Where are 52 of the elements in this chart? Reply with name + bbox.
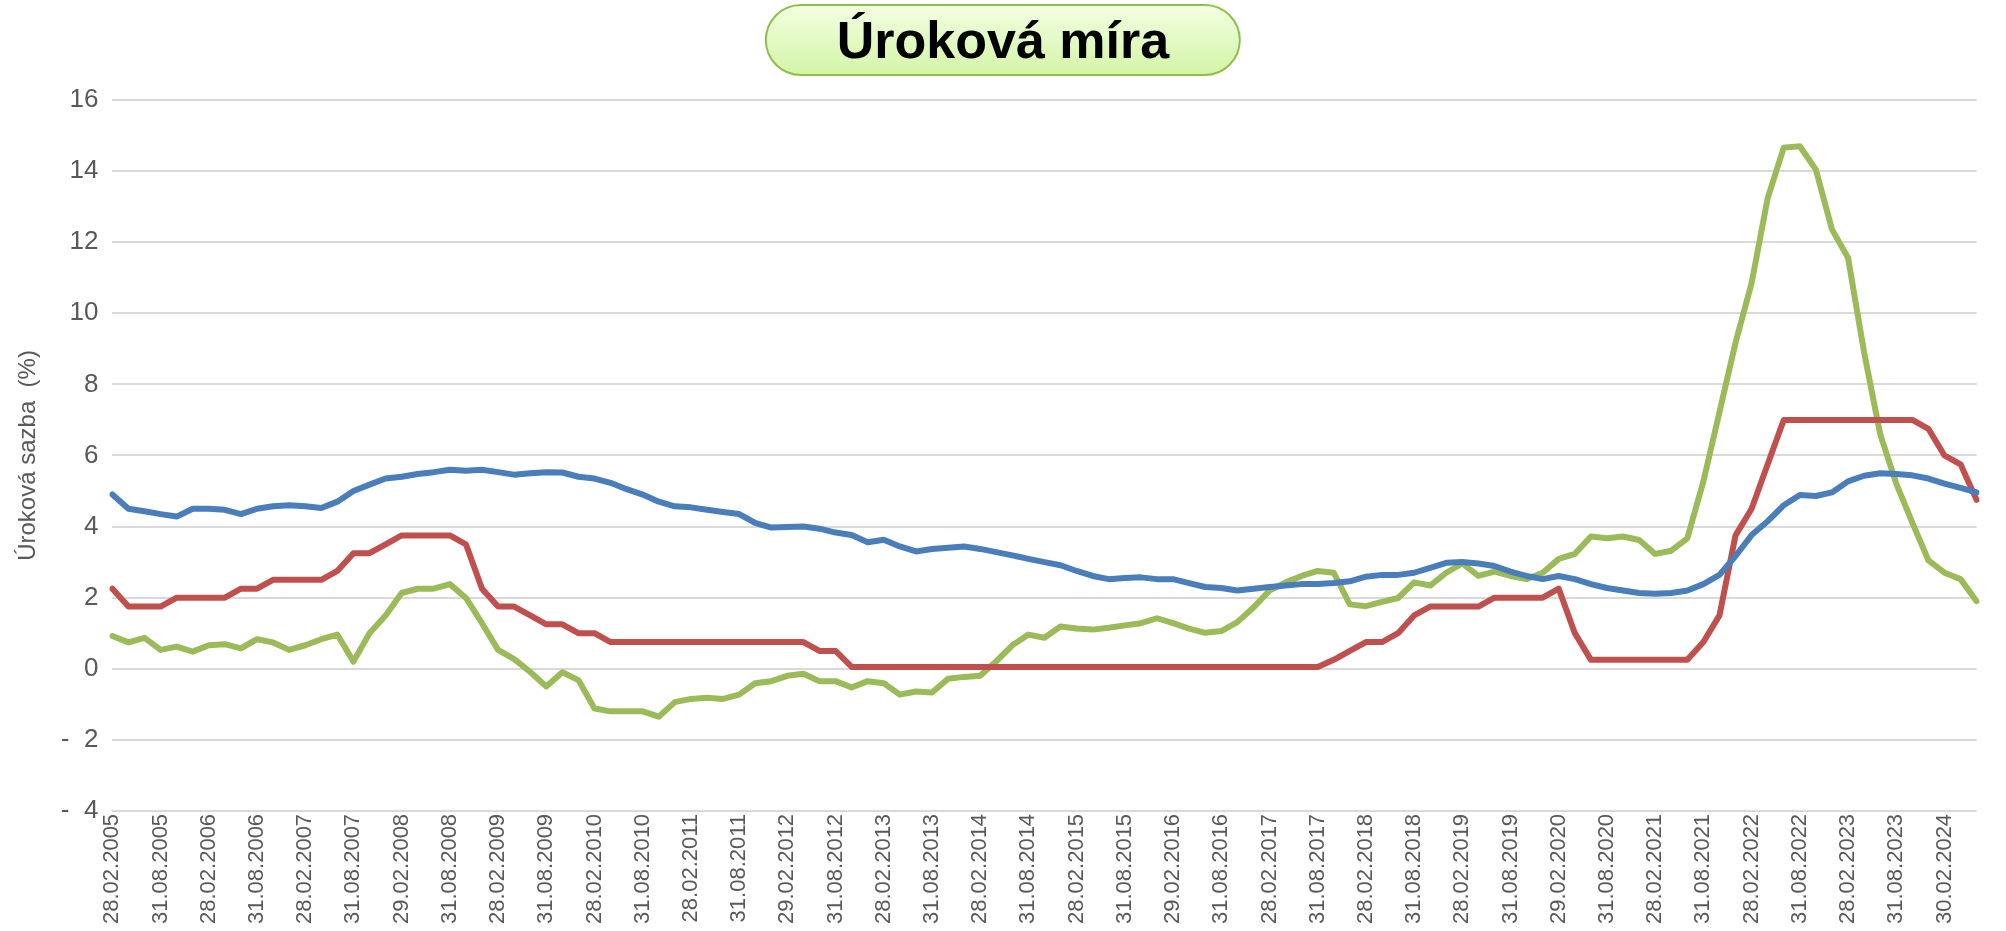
y-tick-label: 2: [83, 580, 99, 611]
x-tick-label: 28.02.2018: [1351, 813, 1377, 924]
x-tick-label: 31.08.2007: [339, 813, 365, 924]
x-tick-label: 30.02.2024: [1930, 813, 1956, 924]
y-tick-label: 8: [83, 367, 99, 398]
x-tick-label: 29.02.2016: [1159, 813, 1185, 924]
y-tick-label: 0: [83, 651, 99, 682]
x-tick-label: 31.08.2009: [532, 813, 558, 924]
x-tick-label: 28.02.2010: [580, 813, 606, 924]
x-tick-label: 31.08.2012: [821, 813, 847, 924]
x-tick-label: 31.08.2010: [628, 813, 654, 924]
x-tick-label: 31.08.2015: [1110, 813, 1136, 924]
x-tick-label: 31.08.2017: [1303, 813, 1329, 924]
x-tick-label: 31.08.2019: [1496, 813, 1522, 924]
x-tick-label: 29.02.2012: [773, 813, 799, 924]
y-axis-title: Úroková sazba (%): [13, 350, 41, 561]
y-tick-label: 4: [83, 509, 99, 540]
x-tick-label: 31.08.2005: [146, 813, 172, 924]
x-tick-label: 28.02.2014: [966, 813, 992, 924]
x-tick-label: 31.08.2021: [1689, 813, 1715, 924]
x-tick-label: 31.08.2022: [1785, 813, 1811, 924]
x-tick-label: 31.08.2013: [918, 813, 944, 924]
x-tick-label: 31.08.2020: [1593, 813, 1619, 924]
x-tick-label: 31.08.2006: [243, 813, 269, 924]
y-tick-label: 16: [69, 83, 99, 114]
y-tick-label: 6: [83, 438, 99, 469]
y-tick-label: 12: [69, 225, 99, 256]
x-tick-label: 31.08.2016: [1207, 813, 1233, 924]
x-tick-label: 28.02.2021: [1641, 813, 1667, 924]
x-tick-label: 31.08.2023: [1882, 813, 1908, 924]
x-tick-label: 28.02.2017: [1255, 813, 1281, 924]
x-tick-label: 29.02.2008: [387, 813, 413, 924]
x-tick-label: 28.02.2013: [869, 813, 895, 924]
x-tick-label: 28.02.2005: [98, 813, 124, 924]
x-tick-label: 31.08.2008: [435, 813, 461, 924]
y-tick-label: 14: [69, 154, 99, 185]
y-tick-label: 10: [69, 296, 99, 327]
x-tick-label: 29.02.2020: [1544, 813, 1570, 924]
y-tick-label: - 4: [60, 794, 99, 825]
chart-title: Úroková míra: [764, 4, 1242, 76]
x-tick-label: 28.02.2009: [484, 813, 510, 924]
x-tick-label: 31.08.2014: [1014, 813, 1040, 924]
x-tick-label: 28.02.2006: [194, 813, 220, 924]
x-tick-label: 31.08.2018: [1400, 813, 1426, 924]
x-tick-label: 28.02.2019: [1448, 813, 1474, 924]
x-tick-label: 31.08.2011: [725, 813, 751, 923]
x-tick-label: 28.02.2022: [1737, 813, 1763, 924]
x-tick-label: 28.02.2023: [1834, 813, 1860, 924]
x-tick-label: 28.02.2015: [1062, 813, 1088, 924]
y-tick-label: - 2: [60, 722, 99, 753]
x-tick-label: 28.02.2007: [291, 813, 317, 924]
x-tick-label: 28.02.2011: [676, 813, 702, 923]
